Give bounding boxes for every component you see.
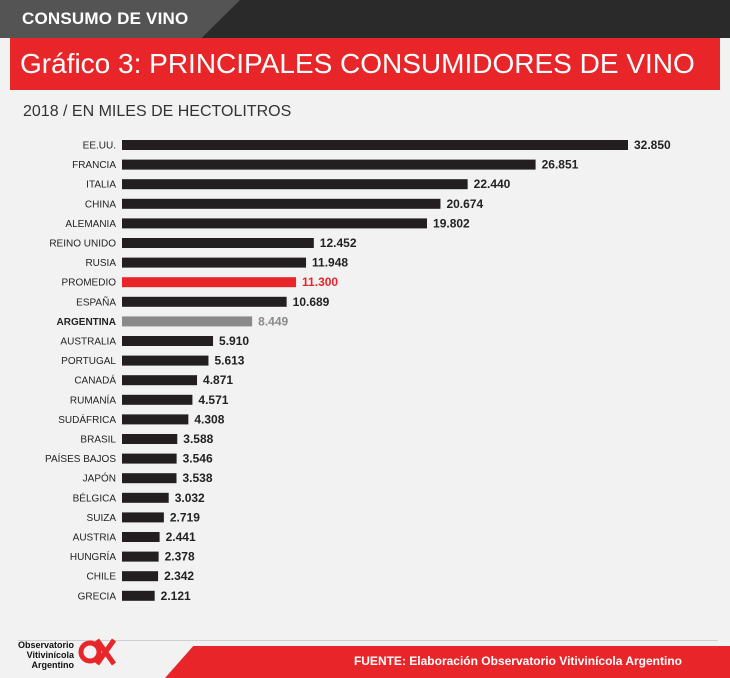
bar-francia (122, 159, 536, 170)
bar-argentina (122, 316, 253, 327)
category-label-promedio: PROMEDIO (62, 278, 117, 289)
logo-line-3: Argentino (31, 660, 75, 670)
title-band: Gráfico 3: PRINCIPALES CONSUMIDORES DE V… (10, 38, 720, 90)
logo-line-2: Vitivinícola (26, 650, 74, 660)
bar-reino-unido (122, 238, 314, 248)
category-label-alemania: ALEMANIA (65, 219, 116, 230)
bar-hungria (122, 551, 159, 562)
section-tab: CONSUMO DE VINO (0, 0, 240, 38)
value-label-austria: 2.441 (166, 530, 196, 544)
category-label-grecia: GRECIA (78, 591, 117, 602)
category-label-rumania: RUMANÍA (70, 393, 116, 406)
value-label-reino-unido: 12.452 (320, 236, 357, 250)
value-label-italia: 22.440 (474, 177, 511, 191)
bar-suiza (122, 512, 164, 523)
category-label-argentina: ARGENTINA (57, 317, 116, 328)
logo: Observatorio Vitivinícola Argentino (12, 632, 152, 672)
category-label-japon: JAPÓN (83, 472, 116, 485)
bar-sudafrica (122, 414, 189, 425)
category-label-ee-uu: EE.UU. (83, 141, 116, 152)
value-label-rusia: 11.948 (312, 256, 348, 270)
bar-paises-bajos (122, 453, 177, 464)
value-label-japon: 3.538 (182, 471, 212, 485)
value-label-sudafrica: 4.308 (194, 412, 224, 426)
bar-rumania (122, 394, 193, 405)
bar-chart: EE.UU. 32.850 FRANCIA 26.851 ITALIA 22.440 CHI… (45, 138, 671, 603)
source-band: FUENTE: Elaboración Observatorio Vitivin… (165, 646, 730, 678)
logo-mark-icon (78, 638, 116, 666)
category-label-rusia: RUSIA (85, 258, 116, 269)
value-label-canada: 4.871 (203, 373, 233, 387)
category-label-francia: FRANCIA (72, 160, 116, 171)
category-label-brasil: BRASIL (80, 435, 116, 446)
bar-chile (122, 571, 159, 582)
bar-espana (122, 296, 287, 307)
bar-promedio (122, 277, 297, 288)
bar-australia (122, 336, 214, 346)
chart-title: Gráfico 3: PRINCIPALES CONSUMIDORES DE V… (20, 48, 695, 79)
category-label-belgica: BÉLGICA (73, 491, 117, 504)
value-label-argentina: 8.449 (258, 314, 288, 328)
category-label-espana: ESPAÑA (76, 295, 116, 308)
bar-austria (122, 532, 160, 542)
category-label-canada: CANADÁ (74, 374, 116, 387)
bar-grecia (122, 590, 155, 601)
category-label-reino-unido: REINO UNIDO (49, 239, 116, 250)
category-label-australia: AUSTRALIA (60, 337, 116, 348)
value-label-grecia: 2.121 (161, 589, 191, 603)
value-label-china: 20.674 (446, 197, 483, 211)
category-label-sudafrica: SUDÁFRICA (58, 413, 116, 426)
value-label-portugal: 5.613 (214, 354, 244, 368)
bar-ee-uu (122, 140, 628, 150)
bar-rusia (122, 257, 307, 268)
value-label-brasil: 3.588 (183, 432, 213, 446)
source-text: FUENTE: Elaboración Observatorio Vitivin… (353, 654, 682, 668)
footer-divider (18, 640, 718, 641)
category-label-portugal: PORTUGAL (61, 356, 116, 367)
value-label-australia: 5.910 (219, 334, 249, 348)
bar-japon (122, 473, 177, 484)
value-label-promedio: 11.300 (302, 275, 338, 289)
value-label-espana: 10.689 (293, 295, 330, 309)
value-label-paises-bajos: 3.546 (183, 452, 213, 466)
bar-italia (122, 179, 468, 190)
value-label-hungria: 2.378 (165, 550, 195, 564)
value-label-francia: 26.851 (542, 158, 579, 172)
value-label-ee-uu: 32.850 (634, 138, 671, 152)
category-label-paises-bajos: PAÍSES BAJOS (45, 452, 116, 465)
value-label-suiza: 2.719 (170, 510, 200, 524)
bar-brasil (122, 434, 178, 444)
bar-canada (122, 375, 198, 386)
category-label-chile: CHILE (87, 572, 117, 583)
logo-line-1: Observatorio (17, 640, 74, 650)
bar-portugal (122, 355, 209, 366)
top-bar: CONSUMO DE VINO (0, 0, 730, 38)
value-label-rumania: 4.571 (198, 393, 228, 407)
bar-belgica (122, 492, 169, 503)
category-label-italia: ITALIA (86, 180, 116, 191)
bar-alemania (122, 218, 428, 229)
category-label-china: CHINA (85, 199, 116, 210)
category-label-austria: AUSTRIA (73, 533, 117, 544)
chart-subtitle: 2018 / EN MILES DE HECTOLITROS (23, 103, 292, 120)
section-label: CONSUMO DE VINO (22, 9, 189, 28)
logo-text: Observatorio Vitivinícola Argentino (12, 640, 74, 670)
value-label-belgica: 3.032 (175, 491, 205, 505)
value-label-chile: 2.342 (164, 569, 194, 583)
bar-china (122, 198, 441, 209)
category-label-suiza: SUIZA (87, 513, 117, 524)
category-label-hungria: HUNGRÍA (70, 550, 116, 563)
value-label-alemania: 19.802 (433, 216, 470, 230)
